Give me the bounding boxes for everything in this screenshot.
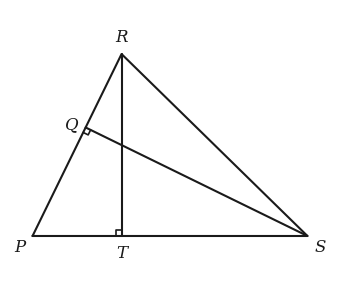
Text: Q: Q [65,116,79,133]
Text: R: R [115,29,128,46]
Text: S: S [315,239,326,256]
Text: P: P [14,239,25,256]
Text: T: T [116,245,127,262]
